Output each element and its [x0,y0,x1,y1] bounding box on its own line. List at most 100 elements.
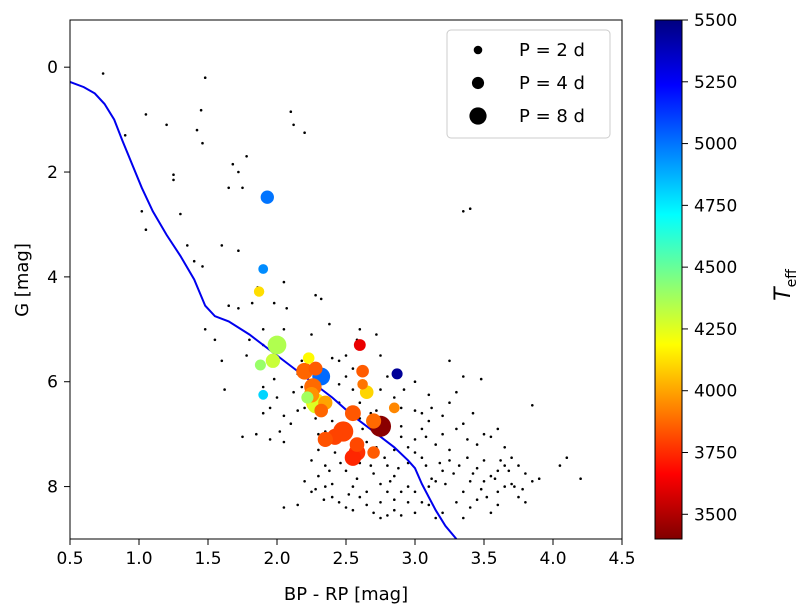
background-star [140,210,144,213]
background-star [351,388,355,391]
x-tick-label: 4.0 [539,549,566,569]
background-star [462,422,465,426]
background-star [485,495,489,499]
background-star [245,354,248,357]
rotator-point [253,286,265,297]
background-star [406,446,410,449]
background-star [237,170,240,174]
background-star [441,432,444,436]
background-star [344,469,348,473]
rotator-point [302,352,315,364]
x-tick-label: 1.0 [125,549,152,569]
background-star [328,322,331,326]
background-star [317,474,320,478]
x-axis-label: BP - RP [mag] [284,584,408,605]
colorbar-label-subscript: eff [784,269,800,288]
background-star [282,440,286,444]
background-star [296,409,300,412]
rotator-point [388,402,400,414]
background-star [324,485,327,488]
background-star [457,464,461,467]
background-star [493,477,497,481]
background-star [517,495,520,499]
background-star [278,430,282,433]
background-star [101,72,105,75]
background-star [386,514,389,517]
background-star [192,259,196,263]
background-star [402,388,406,391]
background-star [427,485,431,488]
background-star [462,516,465,520]
background-star [441,414,444,418]
background-star [322,498,326,502]
background-star [172,173,175,176]
x-tick-label: 3.5 [470,549,497,569]
rotator-point [314,403,329,418]
background-star [365,490,369,494]
background-star [565,456,569,460]
background-star [406,485,410,488]
rotator-point [260,190,274,204]
background-star [399,425,403,428]
background-star [510,456,513,460]
legend-marker [471,76,485,90]
background-star [365,503,369,507]
background-star [303,131,306,134]
background-star [399,514,403,517]
background-star [393,474,396,478]
background-star [358,328,362,331]
background-star [330,482,334,486]
background-star [397,466,400,470]
background-star [300,385,304,389]
background-star [468,480,472,483]
rotator-point [367,446,380,459]
rotator-point [308,361,323,376]
background-star [358,495,362,499]
background-star [475,498,479,502]
background-star [375,409,378,412]
legend-entry-label: P = 4 d [519,73,585,94]
background-star [300,359,304,363]
colorbar-tick-label: 4000 [694,382,737,402]
background-star [434,516,438,520]
background-star [430,406,433,410]
background-star [254,432,258,436]
background-star [424,435,428,439]
background-star [462,375,465,378]
background-star [524,472,527,475]
background-star [420,501,424,504]
background-star [462,210,465,213]
background-star [369,464,373,467]
background-star [448,401,451,405]
rotator-point [357,379,368,390]
background-star [310,459,313,462]
background-star [466,456,469,460]
rotator-point [258,389,269,400]
background-star [344,506,348,509]
x-tick-label: 2.0 [263,549,290,569]
rotator-point [265,353,281,368]
background-star [237,249,240,252]
background-star [379,482,382,486]
background-star [424,464,428,467]
background-star [375,333,378,336]
background-star [558,464,562,467]
background-star [468,207,472,210]
background-star [406,501,410,504]
rotator-point [366,413,382,429]
background-star [292,390,295,394]
background-star [399,435,403,439]
background-star [303,406,306,410]
rotator-point [254,359,266,371]
background-star [513,485,516,488]
background-star [330,419,334,423]
background-star [351,367,355,370]
background-star [282,328,286,331]
background-star [441,511,444,515]
background-star [248,338,251,342]
background-star [289,422,293,426]
background-star [275,396,279,399]
rotator-point [349,437,365,452]
background-star [489,435,493,439]
background-star [496,427,500,431]
